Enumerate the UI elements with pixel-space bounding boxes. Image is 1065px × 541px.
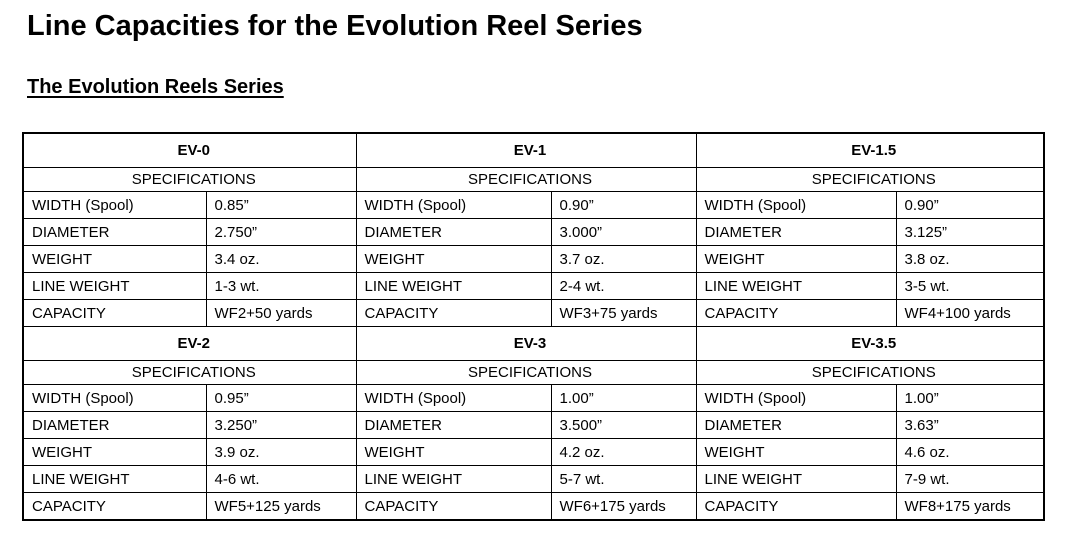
table-row-weight: WEIGHT 3.9 oz. WEIGHT 4.2 oz. WEIGHT 4.6… bbox=[22, 438, 1045, 466]
spec-label: WIDTH (Spool) bbox=[355, 384, 552, 412]
spec-label: CAPACITY bbox=[355, 492, 552, 521]
model-header-row: EV-0 EV-1 EV-1.5 bbox=[22, 132, 1045, 168]
spec-label: WIDTH (Spool) bbox=[22, 191, 207, 219]
spec-label: WIDTH (Spool) bbox=[695, 384, 897, 412]
spec-label: CAPACITY bbox=[22, 299, 207, 327]
spec-label: WEIGHT bbox=[695, 438, 897, 466]
spec-value: 0.90” bbox=[550, 191, 697, 219]
spec-value: 4.2 oz. bbox=[550, 438, 697, 466]
specifications-header: SPECIFICATIONS bbox=[22, 360, 357, 385]
spec-label: LINE WEIGHT bbox=[22, 272, 207, 300]
specifications-header: SPECIFICATIONS bbox=[695, 167, 1045, 192]
spec-value: 3.500” bbox=[550, 411, 697, 439]
table-row-capacity: CAPACITY WF5+125 yards CAPACITY WF6+175 … bbox=[22, 492, 1045, 521]
spec-value: WF8+175 yards bbox=[895, 492, 1045, 521]
spec-label: LINE WEIGHT bbox=[695, 465, 897, 493]
spec-label: DIAMETER bbox=[355, 411, 552, 439]
spec-label: DIAMETER bbox=[695, 218, 897, 246]
spec-value: WF5+125 yards bbox=[205, 492, 357, 521]
spec-value: 3.7 oz. bbox=[550, 245, 697, 273]
specifications-row: SPECIFICATIONS SPECIFICATIONS SPECIFICAT… bbox=[22, 360, 1045, 385]
specifications-row: SPECIFICATIONS SPECIFICATIONS SPECIFICAT… bbox=[22, 167, 1045, 192]
spec-value: 0.95” bbox=[205, 384, 357, 412]
spec-value: 3.250” bbox=[205, 411, 357, 439]
table-row-diameter: DIAMETER 3.250” DIAMETER 3.500” DIAMETER… bbox=[22, 411, 1045, 439]
spec-label: WIDTH (Spool) bbox=[695, 191, 897, 219]
spec-value: 7-9 wt. bbox=[895, 465, 1045, 493]
spec-label: DIAMETER bbox=[355, 218, 552, 246]
spec-value: WF6+175 yards bbox=[550, 492, 697, 521]
spec-label: CAPACITY bbox=[695, 299, 897, 327]
spec-label: LINE WEIGHT bbox=[695, 272, 897, 300]
spec-value: WF2+50 yards bbox=[205, 299, 357, 327]
table-row-capacity: CAPACITY WF2+50 yards CAPACITY WF3+75 ya… bbox=[22, 299, 1045, 327]
specifications-header: SPECIFICATIONS bbox=[695, 360, 1045, 385]
table-row-width: WIDTH (Spool) 0.85” WIDTH (Spool) 0.90” … bbox=[22, 191, 1045, 219]
spec-label: WEIGHT bbox=[22, 438, 207, 466]
spec-label: WEIGHT bbox=[695, 245, 897, 273]
spec-value: 2-4 wt. bbox=[550, 272, 697, 300]
table-row-line-weight: LINE WEIGHT 1-3 wt. LINE WEIGHT 2-4 wt. … bbox=[22, 272, 1045, 300]
spec-value: 4-6 wt. bbox=[205, 465, 357, 493]
table-row-diameter: DIAMETER 2.750” DIAMETER 3.000” DIAMETER… bbox=[22, 218, 1045, 246]
page-title: Line Capacities for the Evolution Reel S… bbox=[27, 10, 643, 42]
spec-label: WEIGHT bbox=[22, 245, 207, 273]
spec-label: WIDTH (Spool) bbox=[355, 191, 552, 219]
spec-value: 1.00” bbox=[550, 384, 697, 412]
spec-value: 0.85” bbox=[205, 191, 357, 219]
model-header-ev0: EV-0 bbox=[22, 132, 357, 168]
spec-label: LINE WEIGHT bbox=[355, 465, 552, 493]
spec-label: DIAMETER bbox=[22, 411, 207, 439]
spec-value: 5-7 wt. bbox=[550, 465, 697, 493]
spec-value: 3.9 oz. bbox=[205, 438, 357, 466]
model-header-ev1: EV-1 bbox=[355, 132, 697, 168]
table-row-weight: WEIGHT 3.4 oz. WEIGHT 3.7 oz. WEIGHT 3.8… bbox=[22, 245, 1045, 273]
table-row-line-weight: LINE WEIGHT 4-6 wt. LINE WEIGHT 5-7 wt. … bbox=[22, 465, 1045, 493]
spec-value: 3.000” bbox=[550, 218, 697, 246]
spec-label: CAPACITY bbox=[22, 492, 207, 521]
spec-value: WF4+100 yards bbox=[895, 299, 1045, 327]
model-header-ev3-5: EV-3.5 bbox=[695, 326, 1045, 361]
model-header-row: EV-2 EV-3 EV-3.5 bbox=[22, 326, 1045, 361]
spec-value: WF3+75 yards bbox=[550, 299, 697, 327]
spec-value: 3.4 oz. bbox=[205, 245, 357, 273]
spec-value: 3-5 wt. bbox=[895, 272, 1045, 300]
spec-label: WEIGHT bbox=[355, 438, 552, 466]
model-header-ev1-5: EV-1.5 bbox=[695, 132, 1045, 168]
spec-label: CAPACITY bbox=[695, 492, 897, 521]
spec-label: DIAMETER bbox=[695, 411, 897, 439]
model-header-ev3: EV-3 bbox=[355, 326, 697, 361]
spec-label: WEIGHT bbox=[355, 245, 552, 273]
spec-label: LINE WEIGHT bbox=[355, 272, 552, 300]
reel-specifications-table: EV-0 EV-1 EV-1.5 SPECIFICATIONS SPECIFIC… bbox=[22, 132, 1045, 521]
spec-value: 0.90” bbox=[895, 191, 1045, 219]
specifications-header: SPECIFICATIONS bbox=[22, 167, 357, 192]
spec-value: 1.00” bbox=[895, 384, 1045, 412]
spec-value: 3.63” bbox=[895, 411, 1045, 439]
spec-value: 3.125” bbox=[895, 218, 1045, 246]
spec-value: 1-3 wt. bbox=[205, 272, 357, 300]
spec-label: CAPACITY bbox=[355, 299, 552, 327]
spec-value: 4.6 oz. bbox=[895, 438, 1045, 466]
specifications-header: SPECIFICATIONS bbox=[355, 360, 697, 385]
spec-label: DIAMETER bbox=[22, 218, 207, 246]
spec-value: 2.750” bbox=[205, 218, 357, 246]
spec-label: WIDTH (Spool) bbox=[22, 384, 207, 412]
spec-label: LINE WEIGHT bbox=[22, 465, 207, 493]
specifications-header: SPECIFICATIONS bbox=[355, 167, 697, 192]
table-row-width: WIDTH (Spool) 0.95” WIDTH (Spool) 1.00” … bbox=[22, 384, 1045, 412]
spec-value: 3.8 oz. bbox=[895, 245, 1045, 273]
section-subtitle: The Evolution Reels Series bbox=[27, 76, 284, 98]
model-header-ev2: EV-2 bbox=[22, 326, 357, 361]
